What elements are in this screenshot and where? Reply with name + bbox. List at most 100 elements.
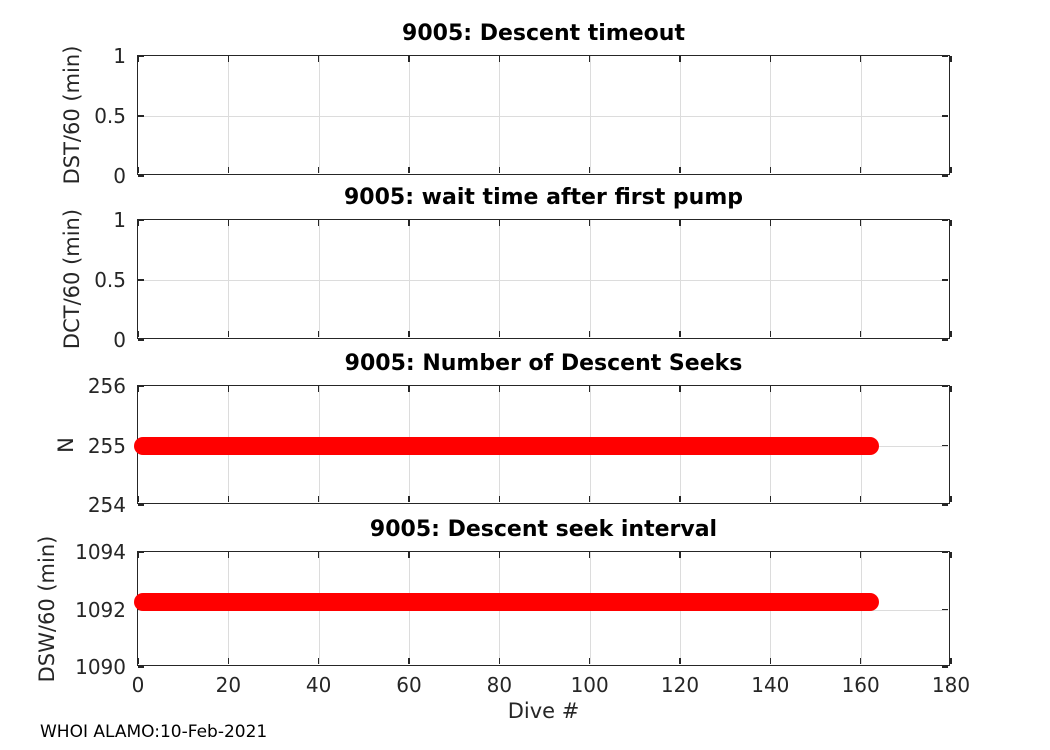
x-tick-mark xyxy=(950,167,952,173)
x-tick-mark xyxy=(408,331,410,337)
x-tick-mark xyxy=(137,496,139,502)
y-tick-label: 1 xyxy=(113,208,126,232)
x-tick-mark xyxy=(498,658,501,664)
x-tick-mark xyxy=(679,331,681,337)
x-tick-mark xyxy=(588,552,591,558)
y-tick-label: 255 xyxy=(87,433,126,458)
gridline-vertical xyxy=(860,56,862,173)
x-tick-mark xyxy=(679,167,681,173)
y-tick-mark xyxy=(138,115,144,117)
x-tick-mark xyxy=(227,56,230,62)
y-tick-mark xyxy=(138,55,144,57)
gridline-vertical xyxy=(318,56,320,173)
x-tick-mark xyxy=(137,220,139,226)
x-tick-label: 180 xyxy=(931,673,971,697)
x-tick-mark xyxy=(498,496,501,502)
x-tick-label: 80 xyxy=(486,673,513,697)
x-tick-mark xyxy=(137,331,139,337)
y-tick-mark xyxy=(138,175,144,177)
x-tick-mark xyxy=(227,331,230,337)
y-tick-mark xyxy=(138,339,144,341)
x-tick-label: 0 xyxy=(131,673,145,697)
x-tick-mark xyxy=(498,167,501,173)
y-tick-mark xyxy=(942,55,948,57)
y-tick-label: 256 xyxy=(87,374,126,398)
plot-area: 1090 1092 1094 0 20 40 60 80 100 120 140 160 180 xyxy=(75,540,970,697)
y-tick-label: 1090 xyxy=(75,655,126,679)
gridline-horizontal xyxy=(138,280,948,281)
gridline-vertical xyxy=(770,56,772,173)
gridline-vertical xyxy=(589,220,591,337)
y-tick-mark xyxy=(942,279,948,281)
x-tick-mark xyxy=(769,386,772,392)
x-tick-mark xyxy=(498,56,501,62)
x-tick-mark xyxy=(679,220,681,226)
y-tick-label: 0 xyxy=(113,328,126,352)
x-tick-mark xyxy=(317,386,320,392)
x-tick-mark xyxy=(227,552,230,558)
footer-annotation: WHOI ALAMO:10-Feb-2021 xyxy=(40,722,268,742)
x-tick-mark xyxy=(588,496,591,502)
x-tick-label: 40 xyxy=(305,673,332,697)
x-tick-mark xyxy=(588,331,591,337)
x-tick-mark xyxy=(137,658,139,664)
x-tick-mark xyxy=(137,386,139,392)
x-tick-mark xyxy=(317,220,320,226)
gridline-vertical xyxy=(860,220,862,337)
y-tick-mark xyxy=(942,385,948,387)
gridline-vertical xyxy=(589,56,591,173)
y-tick-label: 0.5 xyxy=(94,104,126,128)
plot-area: 254 255 256 xyxy=(88,374,952,517)
gridline-vertical xyxy=(499,56,501,173)
gridline-vertical xyxy=(409,56,410,173)
y-tick-label: 1092 xyxy=(75,597,126,622)
x-tick-mark xyxy=(498,386,501,392)
y-tick-mark xyxy=(942,219,948,221)
y-tick-mark xyxy=(942,339,948,341)
y-tick-label: 1 xyxy=(113,44,126,68)
x-tick-mark xyxy=(408,552,410,558)
x-tick-mark xyxy=(408,56,410,62)
x-tick-mark xyxy=(227,167,230,173)
y-tick-label: 1094 xyxy=(75,540,126,564)
x-tick-mark xyxy=(227,658,230,664)
x-tick-label: 100 xyxy=(570,673,609,697)
x-tick-mark xyxy=(588,658,591,664)
x-tick-mark xyxy=(950,386,952,392)
gridline-vertical xyxy=(680,220,681,337)
x-tick-label: 20 xyxy=(215,673,242,697)
x-tick-mark xyxy=(498,552,501,558)
y-tick-mark xyxy=(138,504,144,506)
plot-title: 9005: Descent timeout xyxy=(402,21,685,46)
x-tick-mark xyxy=(679,496,681,502)
gridline-vertical xyxy=(770,220,772,337)
x-tick-mark xyxy=(859,658,862,664)
x-tick-mark xyxy=(317,496,320,502)
x-tick-mark xyxy=(317,167,320,173)
y-tick-mark xyxy=(942,504,948,506)
x-tick-mark xyxy=(227,220,230,226)
x-tick-mark xyxy=(408,658,410,664)
y-tick-mark xyxy=(138,385,144,387)
x-tick-mark xyxy=(588,56,591,62)
x-tick-mark xyxy=(950,56,952,62)
x-tick-mark xyxy=(137,167,139,173)
x-tick-mark xyxy=(859,167,862,173)
plot-title: 9005: wait time after first pump xyxy=(343,185,743,210)
x-tick-mark xyxy=(769,552,772,558)
data-line-n xyxy=(133,436,879,455)
y-tick-mark xyxy=(138,279,144,281)
x-tick-mark xyxy=(769,658,772,664)
x-tick-mark xyxy=(679,56,681,62)
x-tick-mark xyxy=(227,386,230,392)
x-tick-mark xyxy=(588,386,591,392)
x-tick-mark xyxy=(950,496,952,502)
x-tick-mark xyxy=(408,167,410,173)
gridline-vertical xyxy=(499,220,501,337)
gridline-vertical xyxy=(409,220,410,337)
x-tick-mark xyxy=(769,496,772,502)
x-tick-mark xyxy=(859,331,862,337)
plot-title: 9005: Number of Descent Seeks xyxy=(344,351,743,376)
y-tick-mark xyxy=(138,219,144,221)
plot-title: 9005: Descent seek interval xyxy=(369,517,718,542)
